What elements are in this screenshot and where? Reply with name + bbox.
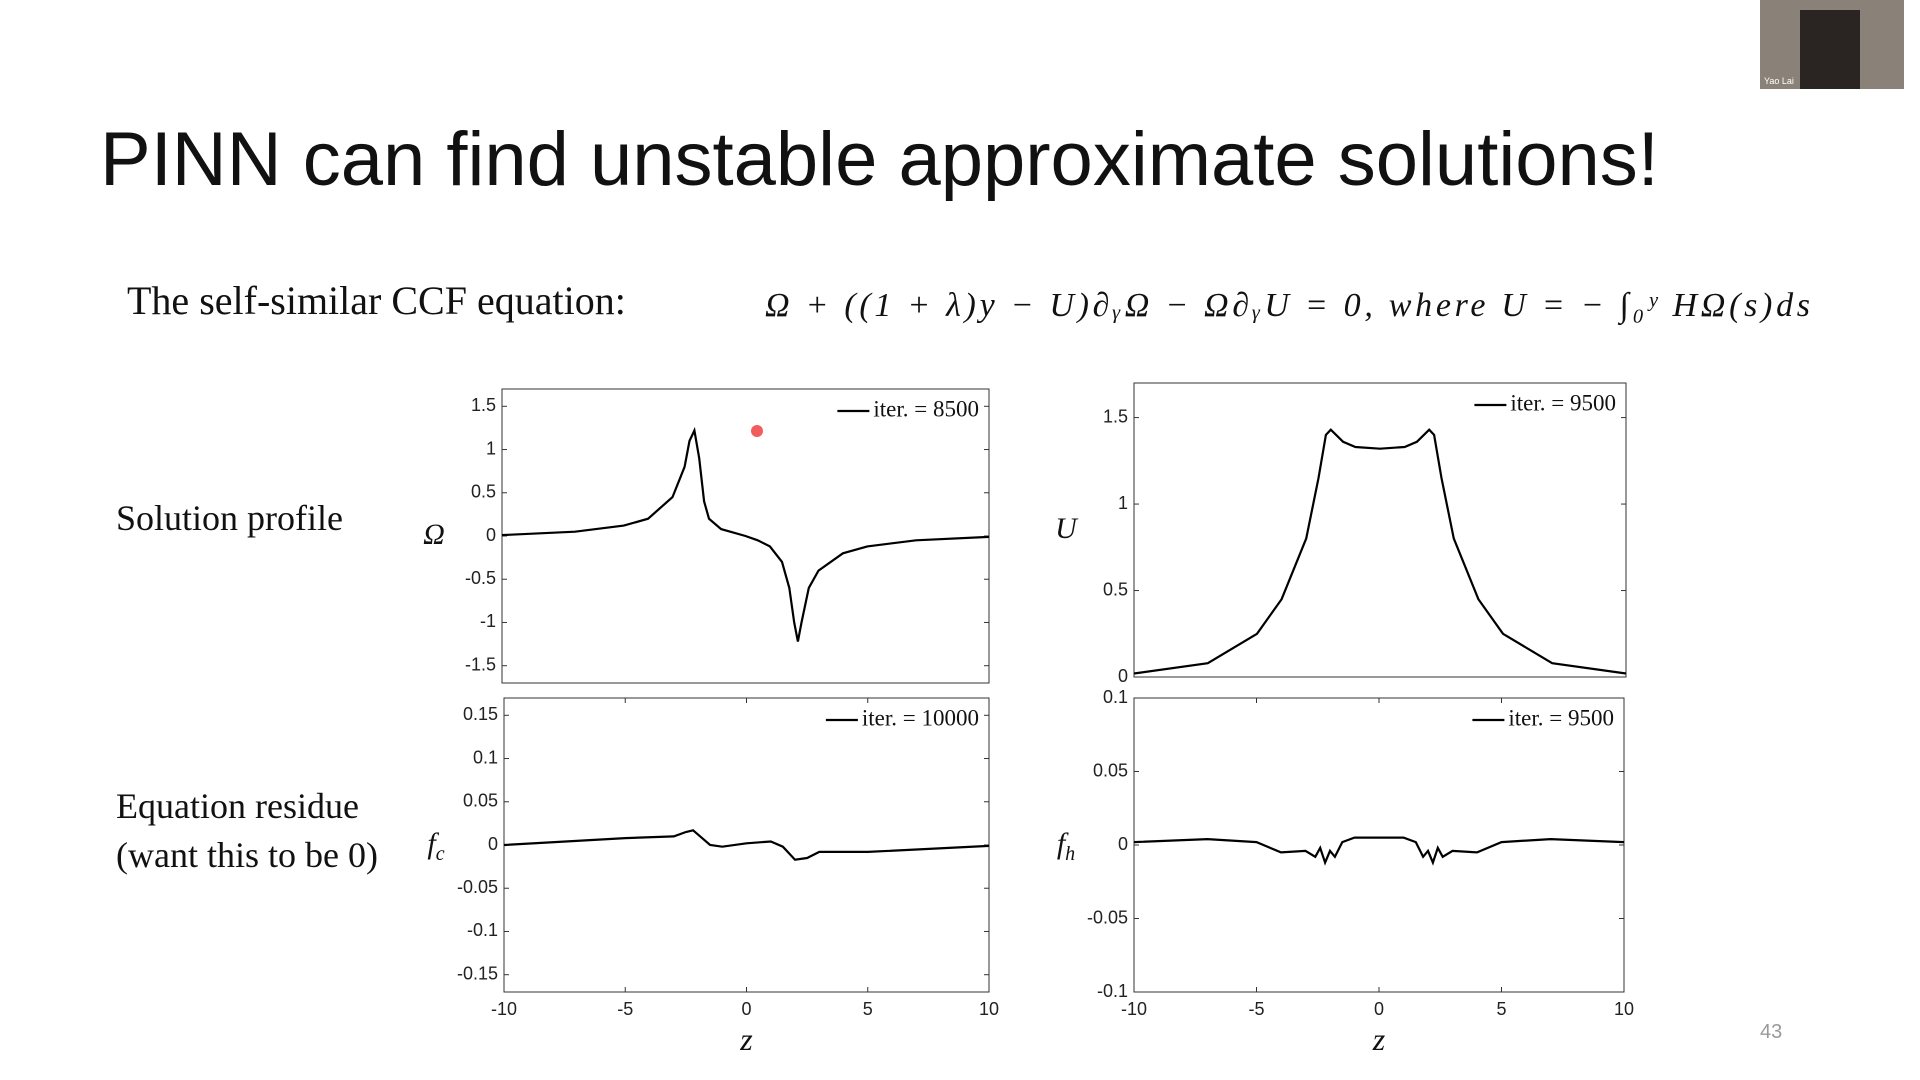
y-tick-label: 1 — [486, 438, 496, 458]
webcam-person — [1800, 10, 1860, 89]
equation: Ω + ((1 + λ)y − U)∂ᵧΩ − Ω∂ᵧU = 0, where … — [765, 287, 1810, 326]
slide-title: PINN can find unstable approximate solut… — [100, 117, 1659, 202]
y-axis-label-main: U — [1055, 512, 1079, 545]
y-tick-label: 1 — [1118, 493, 1128, 513]
legend-label: iter. = 10000 — [862, 705, 979, 730]
y-axis-label-main: Ω — [423, 518, 445, 551]
pointer — [751, 425, 763, 437]
y-tick-label: 0.5 — [1103, 579, 1128, 599]
y-axis-label: Ω — [423, 518, 445, 551]
x-tick-label: -10 — [1121, 999, 1147, 1019]
y-tick-label: -1.5 — [465, 654, 496, 674]
y-tick-label: 0.05 — [463, 791, 498, 811]
plot-frame — [1133, 382, 1627, 678]
y-axis-label: fh — [1057, 827, 1075, 865]
x-tick-label: 5 — [863, 999, 873, 1019]
y-tick-label: 0.05 — [1093, 760, 1128, 780]
x-tick-label: 0 — [1374, 999, 1384, 1019]
webcam-name: Yao Lai — [1764, 76, 1794, 86]
row-label: (want this to be 0) — [116, 835, 378, 875]
data-line — [503, 829, 990, 861]
y-axis-label: fc — [427, 827, 444, 865]
y-tick-label: -0.05 — [1087, 907, 1128, 927]
y-tick-label: -0.05 — [457, 877, 498, 897]
y-tick-label: -0.5 — [465, 568, 496, 588]
y-axis-label-sub: h — [1065, 843, 1075, 865]
y-tick-label: 0 — [486, 525, 496, 545]
plot-frame — [1133, 697, 1625, 993]
legend-label: iter. = 9500 — [1508, 705, 1614, 730]
x-axis-label: z — [739, 1021, 753, 1057]
x-tick-label: -5 — [1248, 999, 1264, 1019]
legend-label: iter. = 8500 — [873, 396, 979, 421]
page-number: 43 — [1760, 1021, 1782, 1043]
y-tick-label: -0.1 — [1097, 981, 1128, 1001]
x-tick-label: 0 — [741, 999, 751, 1019]
y-tick-label: 0.1 — [473, 747, 498, 767]
y-tick-label: 0.5 — [471, 482, 496, 502]
y-tick-label: 0.1 — [1103, 687, 1128, 707]
y-tick-label: -0.15 — [457, 963, 498, 983]
equation-label: The self-similar CCF equation: — [127, 278, 626, 323]
y-tick-label: 1.5 — [471, 395, 496, 415]
y-tick-label: -0.1 — [467, 920, 498, 940]
row-label: Solution profile — [116, 498, 343, 538]
x-tick-label: 10 — [979, 999, 999, 1019]
y-tick-label: 0 — [488, 834, 498, 854]
data-line — [1133, 836, 1625, 866]
x-tick-label: -10 — [491, 999, 517, 1019]
x-tick-label: -5 — [617, 999, 633, 1019]
x-axis-label: z — [1372, 1021, 1386, 1057]
y-axis-label-sub: c — [436, 843, 445, 865]
data-line — [1133, 428, 1627, 675]
y-tick-label: 0.15 — [463, 704, 498, 724]
y-tick-label: 1.5 — [1103, 406, 1128, 426]
x-tick-label: 5 — [1496, 999, 1506, 1019]
legend-label: iter. = 9500 — [1510, 390, 1616, 415]
x-tick-label: 10 — [1614, 999, 1634, 1019]
data-line — [501, 426, 990, 642]
y-axis-label: U — [1055, 512, 1079, 545]
plot-frame — [503, 697, 990, 993]
y-tick-label: 0 — [1118, 666, 1128, 686]
row-label: Equation residue — [116, 786, 359, 826]
y-tick-label: 0 — [1118, 834, 1128, 854]
y-tick-label: -1 — [480, 611, 496, 631]
